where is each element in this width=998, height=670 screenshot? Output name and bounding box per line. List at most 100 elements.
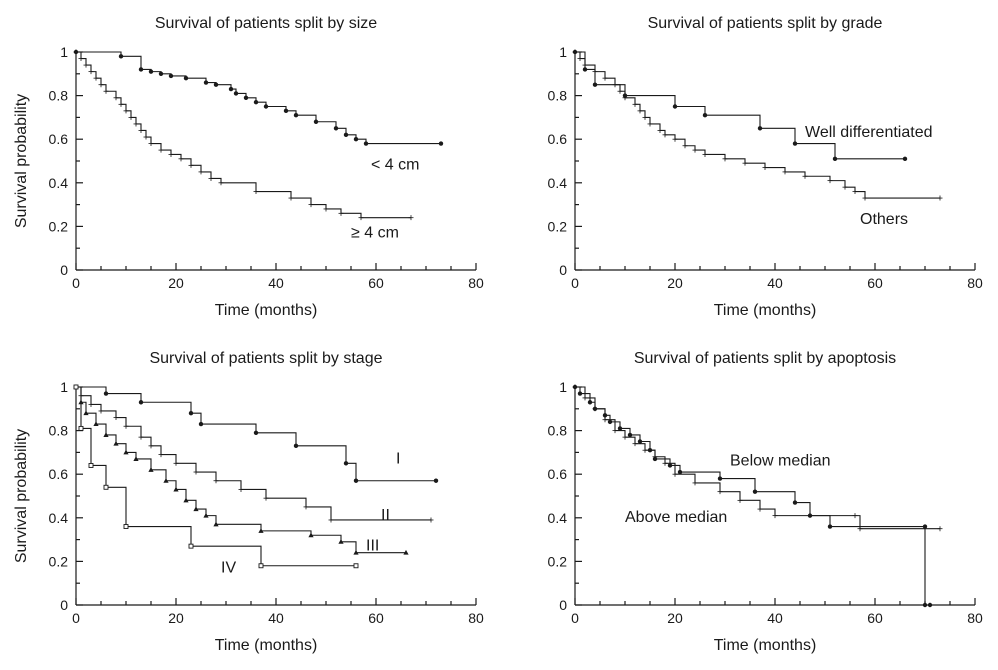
data-point	[717, 489, 723, 495]
y-tick-label: 0.6	[49, 131, 69, 147]
data-point	[937, 195, 943, 201]
x-tick-label: 80	[468, 275, 484, 291]
data-point	[782, 169, 788, 175]
data-point	[213, 521, 219, 527]
data-point	[168, 151, 174, 157]
data-point	[647, 121, 653, 127]
data-point	[158, 147, 164, 153]
data-point	[228, 86, 234, 92]
data-point	[602, 417, 608, 423]
km-curve-well-differentiated	[575, 51, 905, 160]
km-curve-4-cm	[76, 51, 441, 145]
data-point	[188, 543, 194, 549]
chart-title: Survival of patients split by size	[155, 15, 377, 32]
data-point	[333, 126, 339, 131]
y-tick-label: 1	[559, 44, 567, 60]
data-point	[213, 478, 219, 484]
data-point	[163, 477, 169, 483]
data-point	[118, 101, 124, 107]
y-tick-label: 0.8	[49, 423, 69, 439]
chart-title: Survival of patients split by apoptosis	[634, 350, 896, 367]
x-tick-label: 20	[168, 610, 184, 626]
x-tick-label: 0	[571, 610, 579, 626]
data-point	[433, 478, 439, 483]
data-point	[113, 95, 119, 101]
data-point	[293, 443, 299, 449]
data-point	[98, 408, 104, 414]
data-point	[652, 454, 658, 460]
data-point	[827, 178, 833, 184]
data-point	[253, 189, 259, 195]
x-tick-label: 40	[268, 275, 284, 291]
km-curve-4-cm	[76, 51, 411, 219]
x-axis-label: Time (months)	[215, 637, 318, 654]
data-point	[73, 49, 79, 55]
y-axis-label: Survival probability	[13, 94, 30, 228]
data-point	[253, 430, 259, 435]
data-point	[363, 141, 369, 146]
data-point	[408, 215, 414, 221]
series-label-iv: IV	[221, 559, 236, 576]
y-tick-label: 1	[60, 379, 68, 395]
data-point	[113, 440, 119, 446]
data-point	[852, 189, 858, 195]
data-point	[682, 143, 688, 149]
data-point	[937, 526, 943, 532]
data-point	[627, 432, 633, 438]
data-point	[203, 512, 209, 518]
data-point	[103, 432, 109, 437]
data-point	[188, 410, 194, 416]
data-point	[852, 513, 858, 519]
km-curve-below-median	[575, 386, 930, 606]
x-tick-label: 20	[168, 275, 184, 291]
data-point	[577, 391, 583, 396]
x-tick-label: 40	[767, 610, 783, 626]
data-point	[138, 434, 144, 440]
x-tick-label: 0	[571, 275, 579, 291]
data-point	[672, 136, 678, 142]
data-point	[642, 114, 648, 120]
series-label-above-median: Above median	[625, 509, 727, 526]
data-point	[208, 175, 214, 181]
data-point	[622, 434, 628, 440]
series-label-others: Others	[860, 211, 908, 228]
y-tick-label: 0.6	[548, 466, 568, 482]
data-point	[133, 121, 139, 127]
chart-apoptosis: Survival of patients split by apoptosis 0…	[548, 350, 983, 654]
data-point	[128, 114, 134, 120]
data-point	[762, 165, 768, 171]
data-point	[637, 108, 643, 114]
data-point	[308, 532, 314, 538]
data-point	[173, 460, 179, 466]
data-point	[832, 156, 838, 162]
data-point	[88, 463, 94, 468]
km-curve-ii	[76, 386, 431, 521]
data-point	[198, 169, 204, 175]
chart-grade: Survival of patients split by grade 0 20 40…	[548, 15, 983, 319]
data-point	[88, 401, 94, 407]
km-curve-above-median	[575, 386, 940, 530]
data-point	[218, 180, 224, 186]
series-label-i: I	[396, 450, 400, 467]
data-point	[188, 162, 194, 168]
data-point	[123, 423, 129, 429]
y-tick-label: 0	[60, 262, 68, 278]
data-point	[328, 517, 334, 523]
data-point	[133, 456, 139, 461]
data-point	[792, 141, 798, 146]
data-point	[198, 421, 204, 427]
data-point	[617, 88, 623, 94]
chart-title: Survival of patients split by stage	[149, 350, 382, 367]
data-point	[323, 206, 329, 212]
x-tick-label: 80	[967, 610, 983, 626]
data-point	[283, 108, 289, 114]
data-point	[173, 486, 179, 492]
series-label-iii: III	[366, 538, 379, 555]
data-point	[802, 173, 808, 179]
data-point	[178, 156, 184, 162]
data-point	[692, 147, 698, 153]
data-point	[168, 73, 174, 79]
y-axis-label: Survival probability	[13, 429, 30, 563]
data-point	[103, 484, 109, 490]
data-point	[183, 75, 189, 81]
